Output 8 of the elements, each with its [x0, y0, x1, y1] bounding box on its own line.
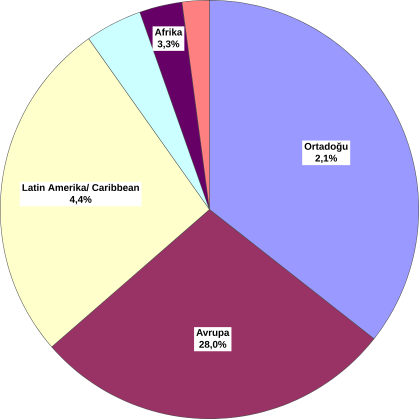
text: 2,1%	[315, 154, 338, 164]
text: 4,4%	[70, 196, 92, 204]
data-label: 28,0%	[199, 340, 226, 350]
slice-label: Latin Amerika/ Caribbean	[22, 184, 139, 192]
text: 3,3%	[158, 40, 180, 49]
slice-label: Ortadoğu	[304, 142, 348, 152]
slice-label: Avrupa	[196, 329, 230, 338]
slice-label: Afrika	[154, 28, 182, 36]
